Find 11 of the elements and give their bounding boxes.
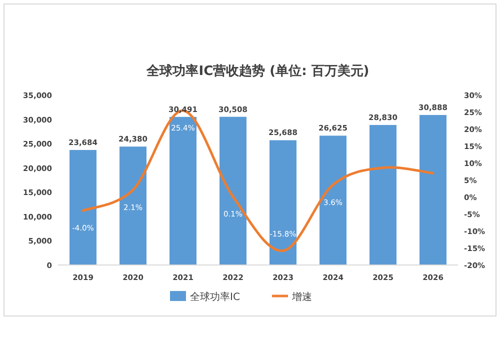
legend-label: 全球功率IC xyxy=(190,291,240,303)
legend-label: 增速 xyxy=(291,291,312,303)
bar xyxy=(370,124,396,265)
bar xyxy=(120,146,146,265)
bar xyxy=(220,116,246,265)
bar xyxy=(320,136,346,265)
bar xyxy=(170,116,196,265)
chart-title: 全球功率IC营收趋势 (单位: 百万美元) xyxy=(146,63,370,79)
bar xyxy=(270,140,296,265)
bar xyxy=(70,150,96,265)
bar xyxy=(420,114,446,265)
